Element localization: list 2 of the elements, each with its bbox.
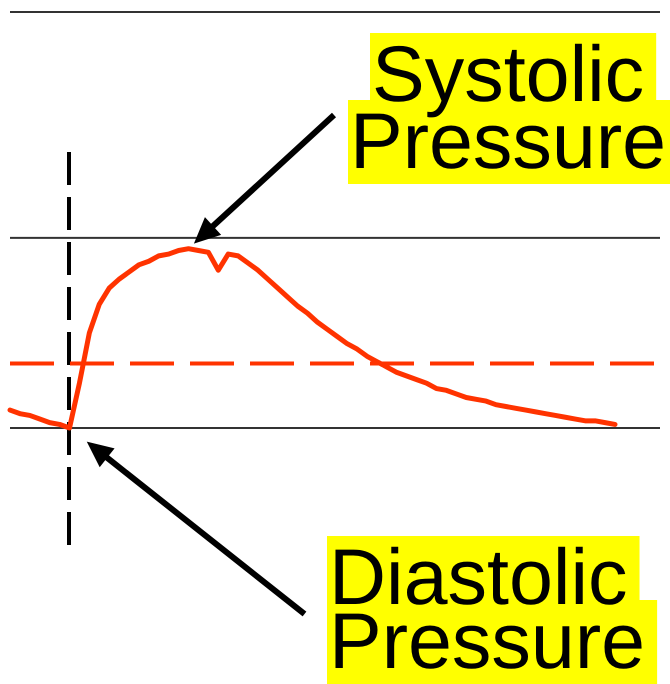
annotation: Diastolic Pressure — [329, 532, 646, 684]
text: Systolic Pressure — [350, 29, 666, 185]
